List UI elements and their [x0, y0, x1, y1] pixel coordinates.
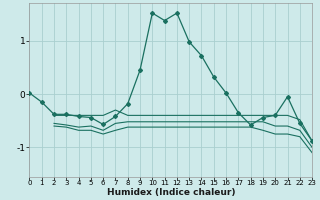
X-axis label: Humidex (Indice chaleur): Humidex (Indice chaleur): [107, 188, 235, 197]
